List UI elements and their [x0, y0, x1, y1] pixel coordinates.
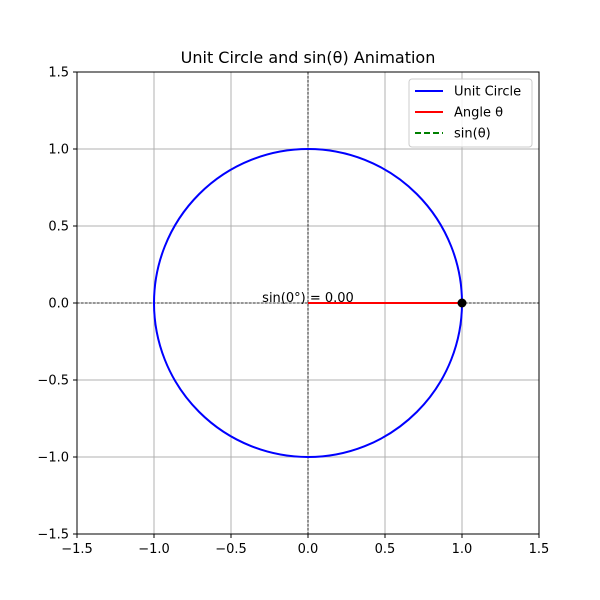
ticks: −1.5 −1.0 −0.5 0.0 0.5 1.0 1.5 −1.5 −1.0 −0.5 0.0 0… [37, 66, 549, 558]
x-tick-label: −1.5 [61, 542, 93, 557]
y-tick-label: −1.5 [37, 528, 69, 543]
annotation-layer: sin(0°) = 0.00 [262, 291, 354, 306]
y-tick-label: 0.0 [48, 297, 69, 312]
x-tick-label: 1.5 [529, 542, 550, 557]
x-tick-label: −1.0 [138, 542, 170, 557]
legend-label: Unit Circle [454, 85, 521, 100]
legend: Unit Circle Angle θ sin(θ) [408, 78, 533, 148]
legend-box [408, 78, 533, 148]
y-tick-label: −0.5 [37, 374, 69, 389]
data-point [457, 298, 467, 308]
x-tick-label: −0.5 [215, 542, 247, 557]
chart-title: Unit Circle and sin(θ) Animation [181, 48, 436, 67]
y-tick-label: −1.0 [37, 451, 69, 466]
legend-label: Angle θ [454, 106, 503, 121]
x-tick-label: 0.5 [375, 542, 396, 557]
x-tick-label: 0.0 [298, 542, 319, 557]
x-tick-label: 1.0 [452, 542, 473, 557]
sin-value-annotation: sin(0°) = 0.00 [262, 291, 354, 306]
y-tick-label: 0.5 [48, 220, 69, 235]
legend-label: sin(θ) [454, 127, 491, 142]
series-layer [153, 148, 467, 458]
y-tick-label: 1.5 [48, 66, 69, 81]
y-tick-label: 1.0 [48, 143, 69, 158]
